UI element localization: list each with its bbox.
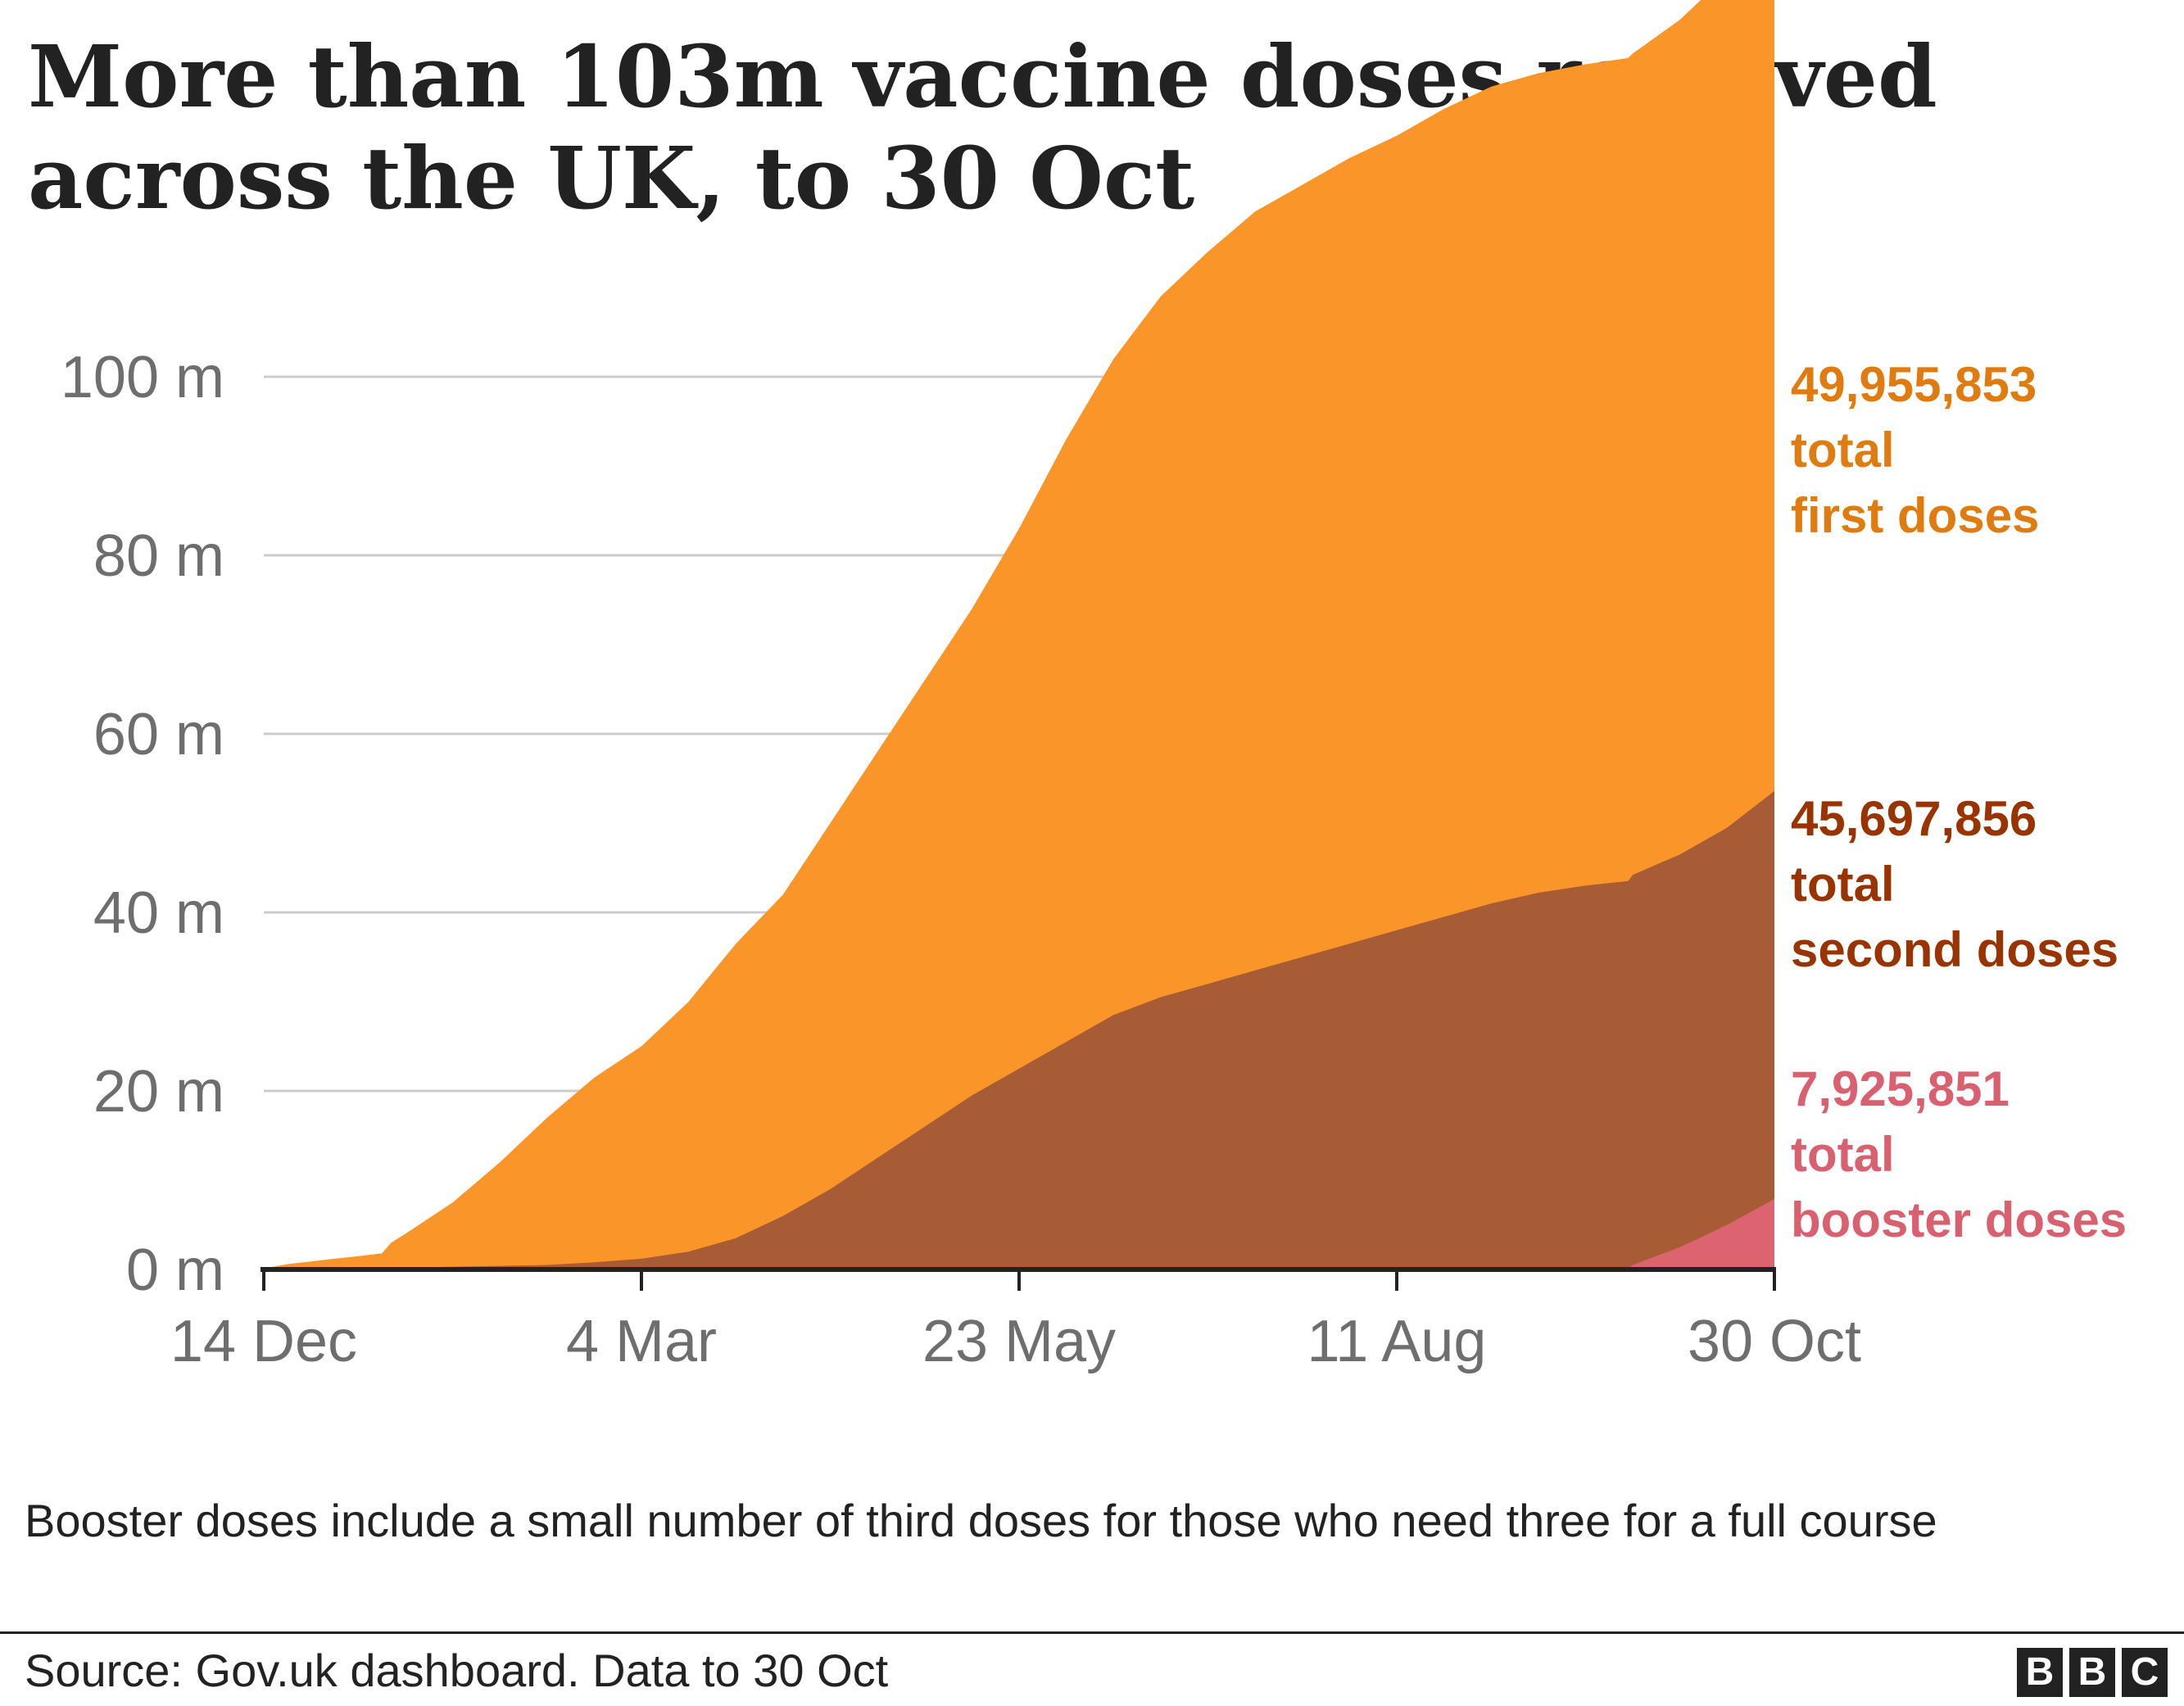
end-label-line: booster doses bbox=[1791, 1192, 2127, 1247]
end-labels: 7,925,851 total booster doses 45,697,856 tot… bbox=[1791, 357, 2127, 1247]
source-text: Source: Gov.uk dashboard. Data to 30 Oct bbox=[25, 1645, 889, 1696]
areas bbox=[264, 0, 1774, 1269]
y-tick-label: 100 m bbox=[61, 345, 224, 410]
end-label-line: second doses bbox=[1791, 922, 2118, 977]
x-tick-label: 23 May bbox=[922, 1309, 1116, 1374]
bbc-logo-letter: B bbox=[2069, 1648, 2115, 1697]
x-tick-label: 30 Oct bbox=[1688, 1309, 1861, 1374]
y-tick-label: 0 m bbox=[126, 1238, 224, 1303]
end-label-line: 49,955,853 bbox=[1791, 357, 2037, 412]
end-label-line: total bbox=[1791, 857, 1895, 912]
end-label-line: 7,925,851 bbox=[1791, 1061, 2010, 1116]
end-label-line: total bbox=[1791, 1127, 1895, 1182]
footnote: Booster doses include a small number of … bbox=[25, 1495, 1937, 1546]
booster-doses-label: 7,925,851 total booster doses bbox=[1791, 1061, 2127, 1247]
end-label-line: 45,697,856 bbox=[1791, 791, 2037, 846]
axes: 14 Dec 4 Mar 23 May 11 Aug 30 Oct bbox=[170, 1267, 1861, 1374]
end-label-line: first doses bbox=[1791, 488, 2039, 543]
first-doses-label: 49,955,853 total first doses bbox=[1791, 357, 2039, 543]
second-doses-area bbox=[264, 790, 1774, 1269]
bbc-logo-letter: C bbox=[2122, 1648, 2168, 1697]
y-tick-label: 80 m bbox=[93, 523, 224, 589]
x-tick-label: 4 Mar bbox=[566, 1309, 717, 1374]
bbc-logo-letter: B bbox=[2017, 1648, 2063, 1697]
y-tick-label: 20 m bbox=[93, 1059, 224, 1125]
x-tick-label: 14 Dec bbox=[170, 1309, 357, 1374]
vaccine-doses-area-chart: 0 m 20 m 40 m 60 m 80 m 100 m 14 Dec 4 Mar 23 M… bbox=[61, 0, 2127, 1374]
y-tick-label: 40 m bbox=[93, 880, 224, 946]
end-label-line: total bbox=[1791, 423, 1895, 477]
footer-divider bbox=[0, 1631, 2184, 1634]
second-doses-label: 45,697,856 total second doses bbox=[1791, 791, 2118, 977]
y-tick-label: 60 m bbox=[93, 702, 224, 767]
bbc-logo: B B C bbox=[2017, 1648, 2168, 1697]
x-tick-label: 11 Aug bbox=[1307, 1309, 1487, 1374]
